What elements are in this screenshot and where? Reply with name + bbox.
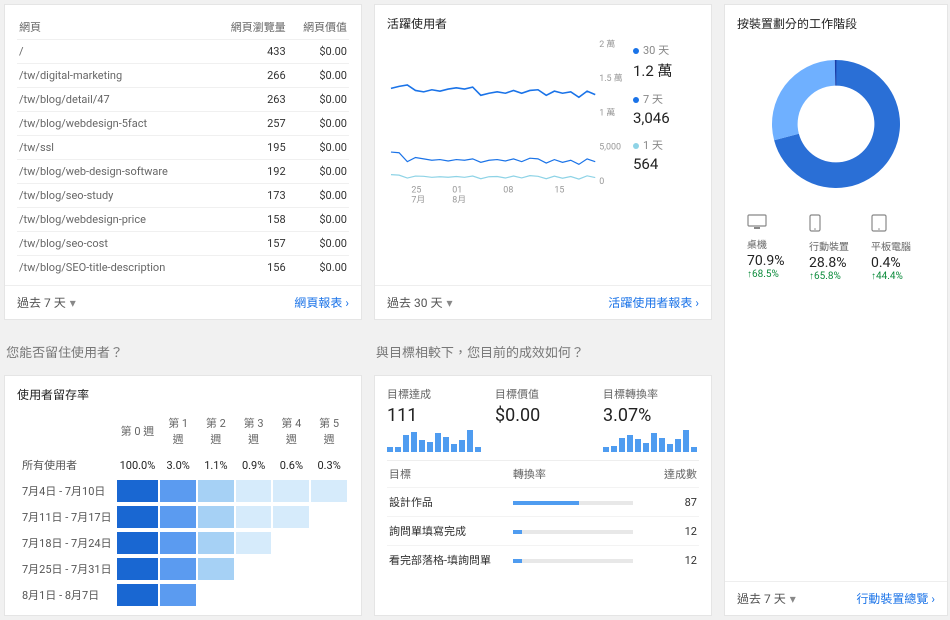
table-row[interactable]: /tw/blog/webdesign-price158$0.00 <box>17 208 349 232</box>
sparkline <box>387 430 483 452</box>
chevron-right-icon: › <box>695 296 699 310</box>
table-row[interactable]: /tw/blog/seo-cost157$0.00 <box>17 232 349 256</box>
svg-text:1 萬: 1 萬 <box>599 108 615 118</box>
goals-summary: 目標達成111目標價值$0.00目標轉換率3.07% <box>387 386 699 452</box>
cohort-row: 7月25日 - 7月31日 <box>19 557 347 581</box>
device-donut-chart <box>737 38 935 214</box>
device-stat: 桌機70.9%↑68.5% <box>743 214 805 282</box>
goal-row: 詢問單填寫完成12 <box>387 517 699 546</box>
chevron-right-icon: › <box>931 592 935 606</box>
chevron-right-icon: › <box>345 296 349 310</box>
table-row[interactable]: /tw/blog/SEO-title-description156$0.00 <box>17 256 349 280</box>
table-row[interactable]: /tw/blog/webdesign-5fact257$0.00 <box>17 112 349 136</box>
active-users-report-link[interactable]: 活躍使用者報表 › <box>608 294 699 311</box>
card-title: 使用者留存率 <box>17 386 349 403</box>
svg-text:2 萬: 2 萬 <box>599 40 615 50</box>
svg-text:01: 01 <box>452 186 462 196</box>
goals-table: 目標轉換率達成數設計作品87詢問單填寫完成12看完部落格-填詢問單12 <box>387 460 699 574</box>
active-users-legend: 30 天1.2 萬7 天3,0461 天564 <box>633 38 699 208</box>
sparkline <box>495 430 591 452</box>
table-row[interactable]: /tw/digital-marketing266$0.00 <box>17 64 349 88</box>
device-stat: 平板電腦0.4%↑44.4% <box>867 214 929 282</box>
goal-metric: 目標達成111 <box>387 386 483 452</box>
active-users-card: 活躍使用者 2 萬 1.5 萬 1 萬 5,000 0 257月 018月 08 15 30 天… <box>374 4 712 320</box>
date-range-selector[interactable]: 過去 30 天▾ <box>387 294 452 311</box>
goal-row: 設計作品87 <box>387 488 699 517</box>
tablet-icon <box>871 214 887 232</box>
active-users-chart: 2 萬 1.5 萬 1 萬 5,000 0 257月 018月 08 15 <box>387 38 625 208</box>
chevron-down-icon: ▾ <box>446 296 452 310</box>
goal-metric: 目標價值$0.00 <box>495 386 591 452</box>
svg-text:0: 0 <box>599 177 604 187</box>
chevron-down-icon: ▾ <box>790 592 796 606</box>
goals-card: 目標達成111目標價值$0.00目標轉換率3.07% 目標轉換率達成數設計作品8… <box>374 375 712 616</box>
svg-text:08: 08 <box>503 186 513 196</box>
svg-text:5,000: 5,000 <box>599 143 621 153</box>
mobile-icon <box>809 214 821 232</box>
table-row[interactable]: /433$0.00 <box>17 40 349 64</box>
card-title: 活躍使用者 <box>387 15 699 32</box>
svg-text:1.5 萬: 1.5 萬 <box>599 74 623 84</box>
svg-text:25: 25 <box>411 186 421 196</box>
cohort-row: 7月11日 - 7月17日 <box>19 505 347 529</box>
retention-card: 使用者留存率 第 0 週第 1 週第 2 週第 3 週第 4 週第 5 週所有使… <box>4 375 362 616</box>
desktop-icon <box>747 214 767 230</box>
date-range-selector[interactable]: 過去 7 天▾ <box>17 294 76 311</box>
date-range-selector[interactable]: 過去 7 天▾ <box>737 590 796 607</box>
device-stat: 行動裝置28.8%↑65.8% <box>805 214 867 282</box>
mobile-overview-link[interactable]: 行動裝置總覽 › <box>856 590 935 607</box>
cohort-table: 第 0 週第 1 週第 2 週第 3 週第 4 週第 5 週所有使用者100.0… <box>17 409 349 609</box>
col-views: 網頁瀏覽量 <box>212 15 287 40</box>
svg-text:15: 15 <box>554 186 564 196</box>
col-value: 網頁價值 <box>288 15 349 40</box>
svg-text:7月: 7月 <box>411 196 425 206</box>
table-row[interactable]: /tw/ssl195$0.00 <box>17 136 349 160</box>
section-question: 您能否留住使用者？ <box>4 332 362 363</box>
chevron-down-icon: ▾ <box>70 296 76 310</box>
cohort-row: 7月4日 - 7月10日 <box>19 479 347 503</box>
goal-metric: 目標轉換率3.07% <box>603 386 699 452</box>
section-question: 與目標相較下，您目前的成效如何？ <box>374 332 712 363</box>
col-page: 網頁 <box>17 15 212 40</box>
cohort-row: 8月1日 - 8月7日 <box>19 583 347 607</box>
device-card: 按裝置劃分的工作階段 桌機70.9%↑68.5%行動裝置28.8%↑65.8%平… <box>724 4 948 616</box>
goal-row: 看完部落格-填詢問單12 <box>387 546 699 575</box>
pages-table: 網頁 網頁瀏覽量 網頁價值 /433$0.00/tw/digital-marke… <box>17 15 349 279</box>
cohort-row: 7月18日 - 7月24日 <box>19 531 347 555</box>
table-row[interactable]: /tw/blog/seo-study173$0.00 <box>17 184 349 208</box>
pages-report-link[interactable]: 網頁報表 › <box>294 294 349 311</box>
card-title: 按裝置劃分的工作階段 <box>737 15 935 32</box>
pages-card: 網頁 網頁瀏覽量 網頁價值 /433$0.00/tw/digital-marke… <box>4 4 362 320</box>
device-breakdown: 桌機70.9%↑68.5%行動裝置28.8%↑65.8%平板電腦0.4%↑44.… <box>737 214 935 282</box>
table-row[interactable]: /tw/blog/web-design-software192$0.00 <box>17 160 349 184</box>
svg-text:8月: 8月 <box>452 196 466 206</box>
sparkline <box>603 430 699 452</box>
table-row[interactable]: /tw/blog/detail/47263$0.00 <box>17 88 349 112</box>
